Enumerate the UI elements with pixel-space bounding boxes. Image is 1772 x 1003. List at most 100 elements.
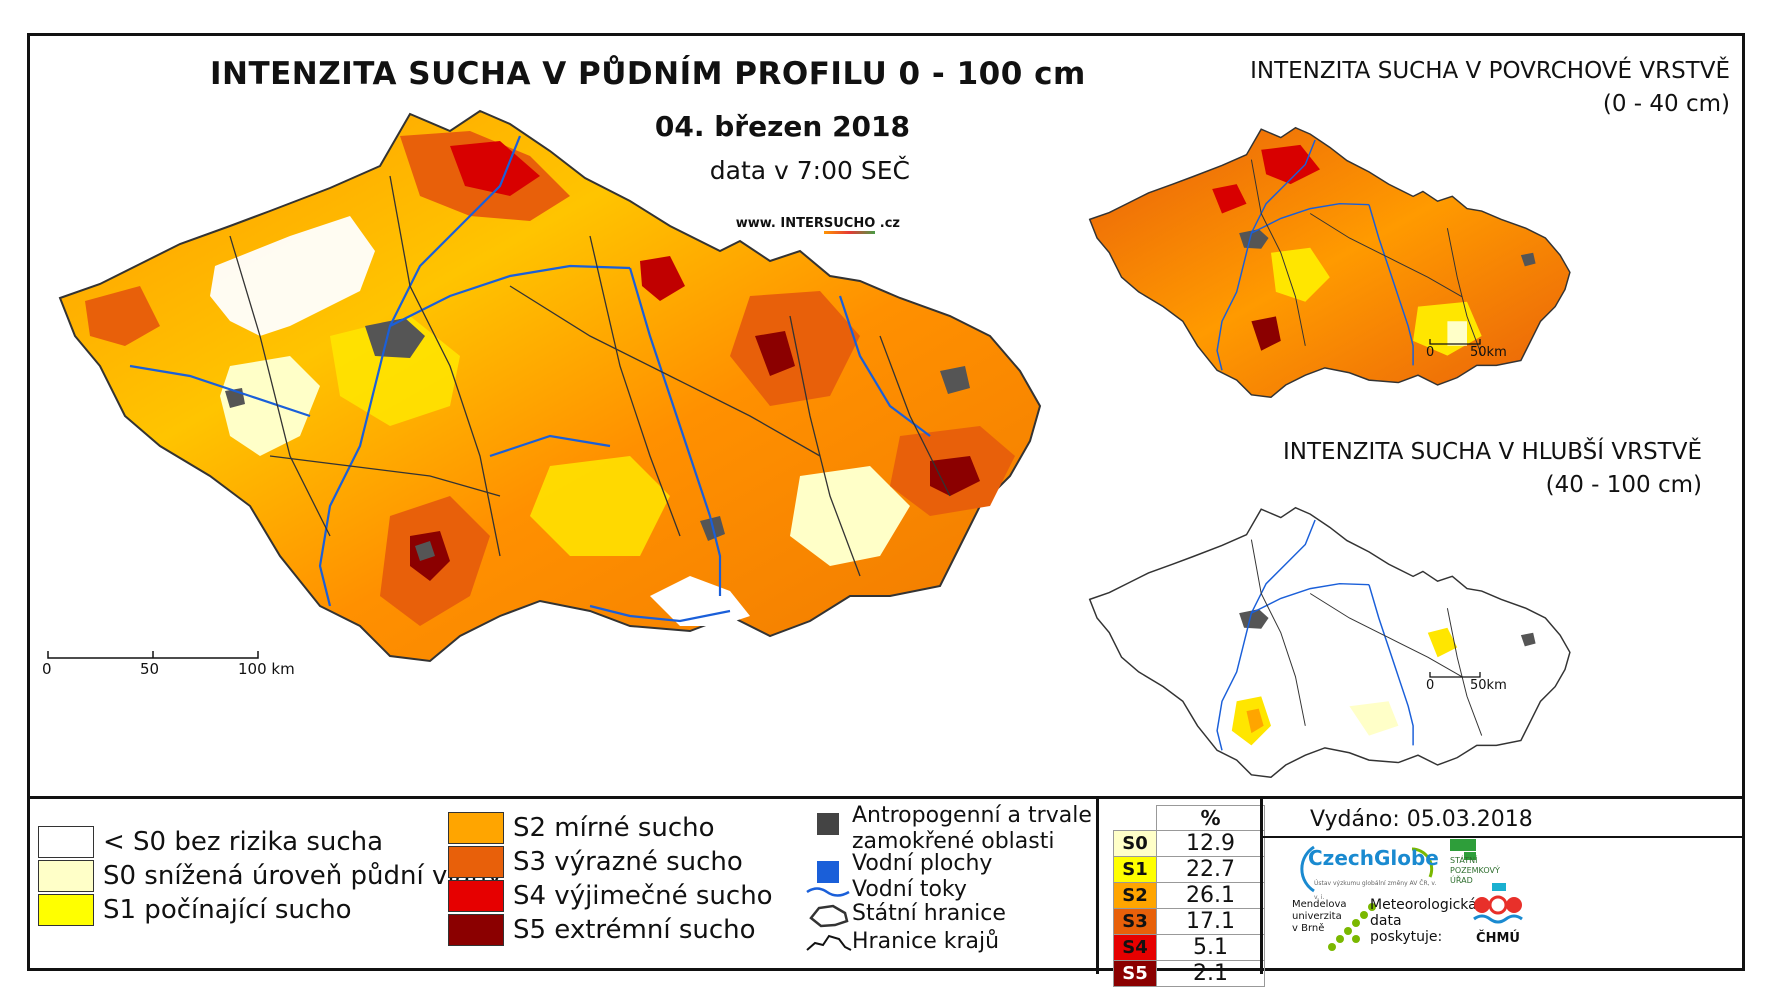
percent-class: S1 (1113, 856, 1157, 883)
mendelu-line: Mendelova (1292, 899, 1347, 910)
inset-top-subtitle: (0 - 40 cm) (1602, 91, 1730, 117)
legend-rivers-label: Vodní toky (852, 877, 967, 902)
issued-divider (1262, 836, 1742, 838)
czechglobe-logo: CzechGlobe Ústav výzkumu globální změny … (1292, 839, 1442, 901)
percent-header: % (1156, 805, 1265, 831)
legend-class-s2: S2 mírné sucho (448, 812, 715, 844)
inset-bottom-map (1088, 506, 1571, 779)
main-area-pale (650, 576, 750, 626)
mendelu-line: v Brně (1292, 923, 1325, 934)
percent-class: S3 (1113, 908, 1157, 935)
website-suffix: .cz (875, 216, 900, 231)
czechglobe-logo-icon (1300, 845, 1434, 893)
table-row: S0 12.9 (1113, 830, 1265, 857)
issued-date: Vydáno: 05.03.2018 (1310, 807, 1533, 832)
legend-class-s1: S1 počínající sucho (38, 894, 352, 926)
legend-label: S5 extrémní sucho (513, 915, 756, 945)
chmu-logo: ČHMÚ (1470, 883, 1526, 946)
main-map (58, 109, 1042, 663)
legend-class-s5: S5 extrémní sucho (448, 914, 756, 946)
main-map-time: data v 7:00 SEČ (709, 156, 910, 185)
inset-bottom-scale-50: 50km (1470, 678, 1507, 693)
legend-panel: < S0 bez rizika sucha S0 snížená úroveň … (30, 796, 1742, 987)
legend-swatch (38, 894, 94, 926)
map-canvas (47, 109, 1571, 779)
percent-class: S5 (1113, 960, 1157, 987)
main-area-pale (790, 466, 910, 566)
legend-class-s4: S4 výjimečné sucho (448, 880, 773, 912)
data-provider-line: poskytuje: (1370, 929, 1443, 945)
inset-bottom-title: INTENZITA SUCHA V HLUBŠÍ VRSTVĚ (1283, 439, 1702, 465)
main-area-s3 (730, 291, 860, 406)
spu-line: STÁTNÍ (1450, 856, 1478, 865)
table-row: S1 22.7 (1113, 856, 1265, 883)
table-row: S3 17.1 (1113, 908, 1265, 935)
legend-region-border-label: Hranice krajů (852, 929, 1000, 954)
legend-symbols (806, 813, 852, 951)
spu-logo: STÁTNÍ POZEMKOVÝ ÚŘAD (1450, 839, 1520, 886)
main-area-s4 (640, 256, 685, 301)
legend-swatch (448, 846, 504, 878)
legend-class-s3: S3 výrazné sucho (448, 846, 743, 878)
inset-top-map (1088, 126, 1571, 399)
main-area-pale (220, 356, 320, 456)
main-scale-100: 100 km (238, 660, 295, 678)
mendelu-logo: Mendelova univerzita v Brně (1292, 899, 1392, 951)
main-map-date: 04. březen 2018 (654, 110, 910, 143)
main-area-yellow (530, 456, 670, 556)
chmu-logo-icon (1473, 883, 1523, 924)
percent-class: S4 (1113, 934, 1157, 961)
region-border-symbol-icon (806, 934, 852, 951)
legend-label: S0 snížená úroveň půdní vláhy (103, 861, 503, 891)
legend-swatch (448, 880, 504, 912)
urban-symbol-icon (817, 813, 839, 835)
table-row: S5 2.1 (1113, 960, 1265, 987)
percent-value: 17.1 (1156, 908, 1265, 935)
table-row: S4 5.1 (1113, 934, 1265, 961)
website-highlight: SUCHO (823, 216, 876, 234)
legend-divider (1260, 799, 1263, 974)
inset-bottom-scale-0: 0 (1426, 678, 1435, 693)
percent-value: 22.7 (1156, 856, 1265, 883)
main-scale-50: 50 (140, 660, 160, 678)
data-provider-label: Meteorologická data poskytuje: (1370, 897, 1477, 945)
legend-label: S3 výrazné sucho (513, 847, 743, 877)
spu-line: ÚŘAD (1450, 876, 1473, 885)
inset-top-scale-0: 0 (1426, 345, 1435, 360)
main-region-borders (229, 175, 951, 577)
inset-bottom-scale-bar (1429, 672, 1481, 678)
legend-swatch (38, 860, 94, 892)
main-area-s3 (85, 286, 160, 346)
legend-urban-label: Antropogenní a trvale zamokřené oblasti (852, 803, 1092, 854)
main-urban-budejovice (415, 541, 435, 561)
main-urban-ostrava (940, 366, 970, 394)
data-provider-line: data (1370, 913, 1402, 929)
legend-swatch (448, 812, 504, 844)
main-scale-0: 0 (42, 660, 52, 678)
legend-class-below-s0: < S0 bez rizika sucha (38, 826, 383, 858)
water-body-symbol-icon (817, 861, 839, 883)
main-map-title: INTENZITA SUCHA V PŮDNÍM PROFILU 0 - 100… (210, 56, 1086, 92)
main-area-s5 (930, 456, 980, 496)
percent-value: 12.9 (1156, 830, 1265, 857)
legend-swatch (38, 826, 94, 858)
legend-state-border-label: Státní hranice (852, 901, 1006, 926)
map-frame: INTENZITA SUCHA V PŮDNÍM PROFILU 0 - 100… (27, 33, 1745, 987)
mendelu-logo-icon (1328, 903, 1376, 951)
main-area-yellow (330, 316, 460, 426)
table-row: S2 26.1 (1113, 882, 1265, 909)
spu-line: POZEMKOVÝ (1450, 866, 1500, 875)
data-provider-line: Meteorologická (1370, 897, 1477, 913)
czechglobe-subtitle: Ústav výzkumu globální změny AV ČR, v. v… (1314, 880, 1437, 901)
legend-divider (1096, 799, 1099, 974)
inset-bottom-country-shape (1088, 506, 1571, 779)
percent-table: % S0 12.9 S1 22.7 S2 26.1 S3 17.1 S4 5.1 S5 2.… (1113, 805, 1265, 987)
website-label: www. INTERSUCHO .cz (30, 216, 900, 234)
main-area-s4 (450, 141, 540, 196)
legend-class-s0: S0 snížená úroveň půdní vláhy (38, 860, 502, 892)
inset-top-title: INTENZITA SUCHA V POVRCHOVÉ VRSTVĚ (1250, 58, 1730, 84)
percent-value: 5.1 (1156, 934, 1265, 961)
inset-top-scale-bar (1429, 339, 1481, 345)
inset-top-scale-50: 50km (1470, 345, 1507, 360)
mendelu-line: univerzita (1292, 911, 1342, 922)
